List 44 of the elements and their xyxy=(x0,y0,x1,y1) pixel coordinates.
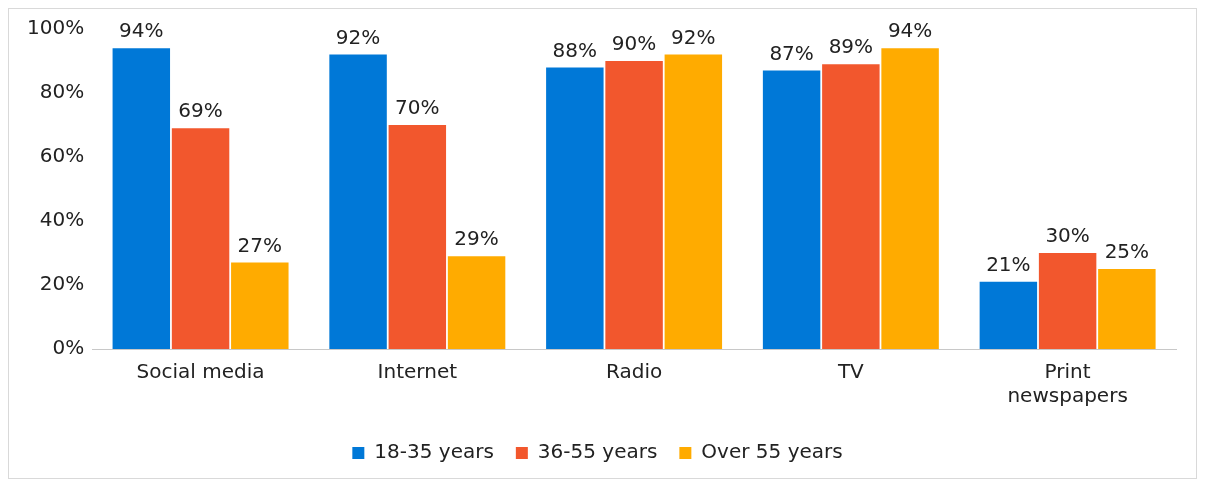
data-label: 94% xyxy=(119,18,164,43)
x-tick-label: Print newspapers xyxy=(1007,359,1128,408)
bar xyxy=(762,70,821,349)
y-tick-label: 60% xyxy=(39,143,85,168)
bar xyxy=(112,48,171,349)
data-label: 92% xyxy=(335,24,381,49)
y-tick-label: 80% xyxy=(39,79,85,104)
bar xyxy=(329,54,387,349)
data-label: 89% xyxy=(828,34,874,59)
bar xyxy=(546,67,604,349)
bar xyxy=(881,48,939,349)
bar xyxy=(1098,269,1156,349)
data-label: 29% xyxy=(454,226,499,251)
y-tick-label: 0% xyxy=(52,335,85,360)
data-label: 88% xyxy=(552,37,598,62)
x-tick-label: Radio xyxy=(605,359,663,384)
data-label: 21% xyxy=(986,252,1031,276)
data-label: 30% xyxy=(1045,223,1090,248)
data-label: 27% xyxy=(237,232,283,257)
data-label: 25% xyxy=(1104,239,1150,264)
bar xyxy=(979,281,1038,349)
bar xyxy=(1038,253,1097,349)
bar xyxy=(822,64,880,349)
bar xyxy=(664,54,723,349)
bar xyxy=(447,256,506,349)
x-tick-label: TV xyxy=(836,359,865,384)
legend-label: Over 55 years xyxy=(701,439,843,464)
bar xyxy=(231,262,289,349)
y-tick-label: 40% xyxy=(39,207,85,232)
data-label: 92% xyxy=(671,24,716,49)
x-tick-label: Social media xyxy=(136,359,265,384)
data-label: 94% xyxy=(887,18,933,43)
data-label: 90% xyxy=(611,31,657,56)
data-label: 70% xyxy=(395,95,440,120)
bar xyxy=(605,61,663,349)
y-tick-label: 100% xyxy=(26,15,85,40)
legend-label: 18-35 years xyxy=(374,439,494,464)
bar xyxy=(171,128,230,349)
bar xyxy=(388,125,447,349)
y-tick-label: 20% xyxy=(39,271,85,296)
x-tick-label: Internet xyxy=(377,359,458,384)
legend-label: 36-55 years xyxy=(537,439,658,464)
data-label: 69% xyxy=(178,98,223,123)
data-label: 87% xyxy=(769,40,814,65)
